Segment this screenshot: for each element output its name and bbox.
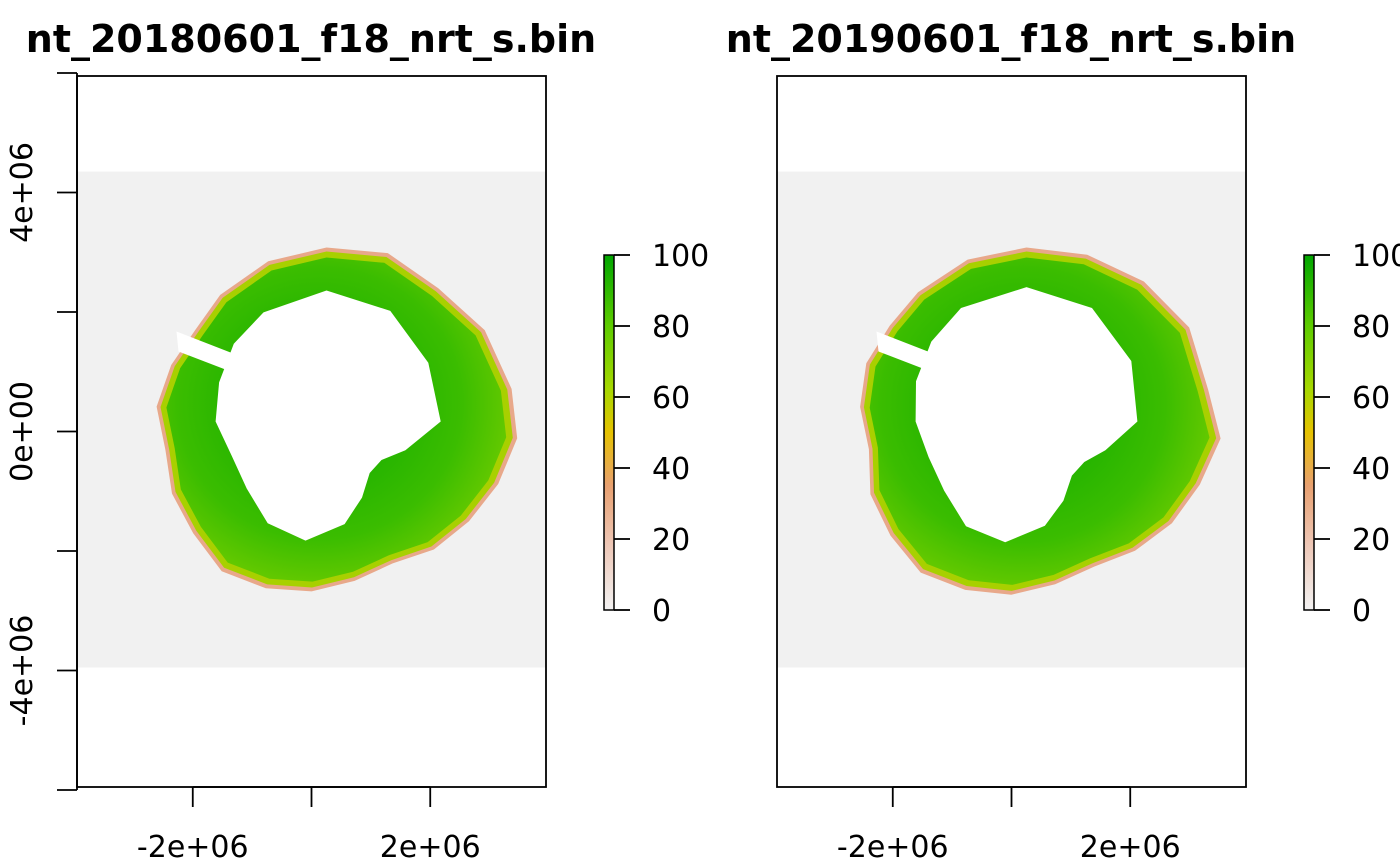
- legend-color-bar: [1303, 254, 1315, 611]
- x-tick-label: -2e+06: [837, 830, 949, 865]
- y-tick-label: 4e+06: [5, 142, 40, 243]
- legend-tick-label: 40: [1352, 452, 1390, 487]
- legend-tick-label: 80: [1352, 310, 1390, 345]
- antarctic-peninsula: [176, 331, 267, 382]
- panel-1-sea-ice: [156, 247, 518, 592]
- legend-tick-label: 0: [1352, 594, 1371, 629]
- panel-1-title: nt_20180601_f18_nrt_s.bin: [26, 17, 596, 61]
- y-tick-label: -4e+06: [5, 615, 40, 727]
- legend-tick-label: 100: [652, 239, 709, 274]
- antarctica-land: [215, 290, 441, 541]
- legend-tick-label: 0: [652, 594, 671, 629]
- panel-2-x-axis: -2e+06 2e+06: [837, 786, 1181, 865]
- legend-tick-label: 60: [652, 381, 690, 416]
- legend-tick-label: 60: [1352, 381, 1390, 416]
- legend-tick-label: 20: [652, 523, 690, 558]
- antarctic-peninsula: [876, 331, 967, 382]
- legend-tick-label: 80: [652, 310, 690, 345]
- panel-2: nt_20190601_f18_nrt_s.bin -2e+06 2e+06 0 2…: [726, 17, 1400, 865]
- legend-tick-label: 100: [1352, 239, 1400, 274]
- panel-1-legend: 0 20 40 60 80 100: [603, 239, 709, 629]
- y-tick-label: 0e+00: [5, 381, 40, 482]
- panel-1-x-axis: -2e+06 2e+06: [137, 786, 481, 865]
- panel-2-sea-ice: [860, 247, 1221, 595]
- legend-tick-label: 20: [1352, 523, 1390, 558]
- x-tick-label: -2e+06: [137, 830, 249, 865]
- x-tick-label: 2e+06: [1080, 830, 1181, 865]
- panel-1-y-axis: -4e+06 0e+00 4e+06: [5, 72, 78, 791]
- legend-color-bar: [603, 254, 615, 611]
- legend-tick-label: 40: [652, 452, 690, 487]
- x-tick-label: 2e+06: [380, 830, 481, 865]
- panel-2-legend: 0 20 40 60 80 100: [1303, 239, 1400, 629]
- antarctica-land: [915, 287, 1138, 543]
- panel-2-title: nt_20190601_f18_nrt_s.bin: [726, 17, 1296, 61]
- panel-1: nt_20180601_f18_nrt_s.bin -2e+06 2e+06 -4…: [5, 17, 709, 865]
